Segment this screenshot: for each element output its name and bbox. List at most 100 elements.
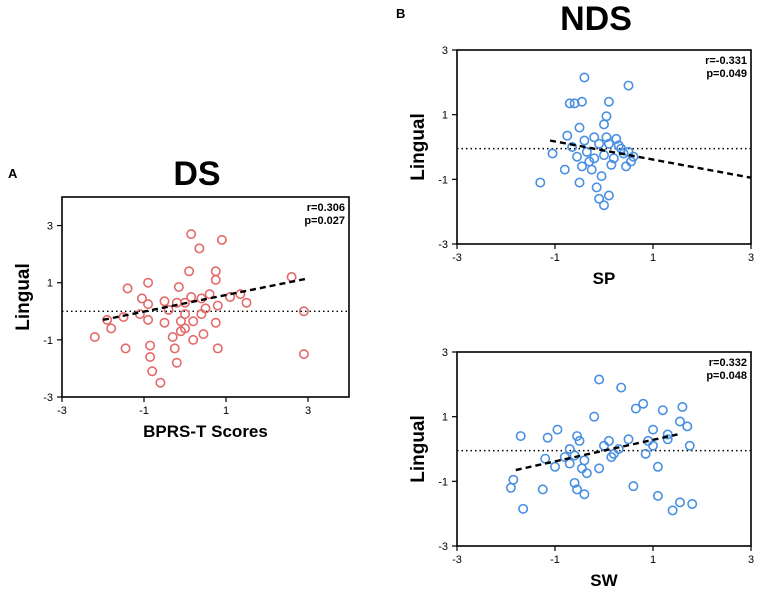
data-point xyxy=(647,424,658,435)
data-point xyxy=(662,429,673,440)
data-point xyxy=(145,351,156,362)
data-point xyxy=(572,151,583,162)
data-point xyxy=(549,461,560,472)
data-point xyxy=(603,138,614,149)
data-point xyxy=(647,440,658,451)
y-tick-label: 1 xyxy=(442,412,448,424)
data-point xyxy=(143,314,154,325)
data-point xyxy=(212,300,223,311)
data-point xyxy=(638,398,649,409)
data-point xyxy=(559,164,570,175)
data-point xyxy=(682,421,693,432)
data-point xyxy=(200,303,211,314)
data-point xyxy=(204,289,215,300)
data-point xyxy=(589,132,600,143)
data-point xyxy=(241,297,252,308)
data-point xyxy=(143,277,154,288)
data-point xyxy=(159,317,170,328)
data-point xyxy=(589,411,600,422)
data-point xyxy=(515,431,526,442)
stat-label: p=0.049 xyxy=(706,68,747,80)
panel-a-header: DS xyxy=(173,155,220,193)
data-point xyxy=(188,334,199,345)
data-point xyxy=(586,164,597,175)
data-point xyxy=(186,229,197,240)
panel-b-header: NDS xyxy=(560,0,632,38)
data-point xyxy=(598,200,609,211)
data-point xyxy=(145,340,156,351)
data-point xyxy=(572,484,583,495)
data-point xyxy=(298,349,309,360)
data-point xyxy=(567,142,578,153)
y-tick-label: -1 xyxy=(438,476,448,488)
data-point xyxy=(559,452,570,463)
data-point xyxy=(667,505,678,516)
panel-b-letter: B xyxy=(396,6,405,21)
data-point xyxy=(180,309,191,320)
x-tick-label: 1 xyxy=(223,405,229,417)
data-point xyxy=(579,489,590,500)
data-point xyxy=(603,190,614,201)
data-point xyxy=(589,153,600,164)
plot-frame xyxy=(456,49,752,245)
data-point xyxy=(674,497,685,508)
data-point xyxy=(623,80,634,91)
data-point xyxy=(542,432,553,443)
fit-line xyxy=(102,277,309,322)
y-axis-label: Lingual xyxy=(13,263,34,331)
data-point xyxy=(625,156,636,167)
data-point xyxy=(180,297,191,308)
data-point xyxy=(572,431,583,442)
stat-label: r=-0.331 xyxy=(705,55,747,67)
stat-label: p=0.048 xyxy=(706,370,747,382)
y-axis-label: Lingual xyxy=(408,113,429,181)
data-point xyxy=(155,377,166,388)
y-tick-label: -1 xyxy=(438,174,448,186)
data-point xyxy=(603,435,614,446)
x-axis-label: SP xyxy=(593,269,616,288)
data-point xyxy=(173,281,184,292)
data-point xyxy=(564,98,575,109)
data-point xyxy=(167,331,178,342)
data-point xyxy=(106,323,117,334)
y-tick-label: 3 xyxy=(442,347,448,359)
x-tick-label: -3 xyxy=(452,554,462,566)
data-point xyxy=(118,311,129,322)
data-point xyxy=(169,343,180,354)
fit-line xyxy=(549,139,752,179)
data-point xyxy=(674,416,685,427)
data-point xyxy=(616,382,627,393)
panel-a-letter: A xyxy=(8,166,18,181)
data-point xyxy=(601,132,612,143)
x-tick-label: 1 xyxy=(650,554,656,566)
data-point xyxy=(677,401,688,412)
data-point xyxy=(212,343,223,354)
data-point xyxy=(603,96,614,107)
plot-frame xyxy=(456,351,752,547)
data-point xyxy=(102,314,113,325)
data-point xyxy=(120,343,131,354)
data-point xyxy=(574,177,585,188)
data-point xyxy=(180,323,191,334)
data-point xyxy=(122,283,133,294)
y-tick-label: 1 xyxy=(47,278,53,290)
x-tick-label: -1 xyxy=(550,554,560,566)
data-point xyxy=(210,317,221,328)
data-point xyxy=(198,329,209,340)
data-point xyxy=(89,331,100,342)
data-point xyxy=(216,234,227,245)
stat-label: r=0.306 xyxy=(307,202,345,214)
data-point xyxy=(143,299,154,310)
data-point xyxy=(594,374,605,385)
data-point xyxy=(535,177,546,188)
y-tick-label: 3 xyxy=(47,221,53,233)
data-point xyxy=(194,243,205,254)
data-point xyxy=(594,138,605,149)
data-point xyxy=(210,274,221,285)
data-point xyxy=(623,434,634,445)
fit-line xyxy=(515,433,678,472)
y-tick-label: -3 xyxy=(43,392,53,404)
